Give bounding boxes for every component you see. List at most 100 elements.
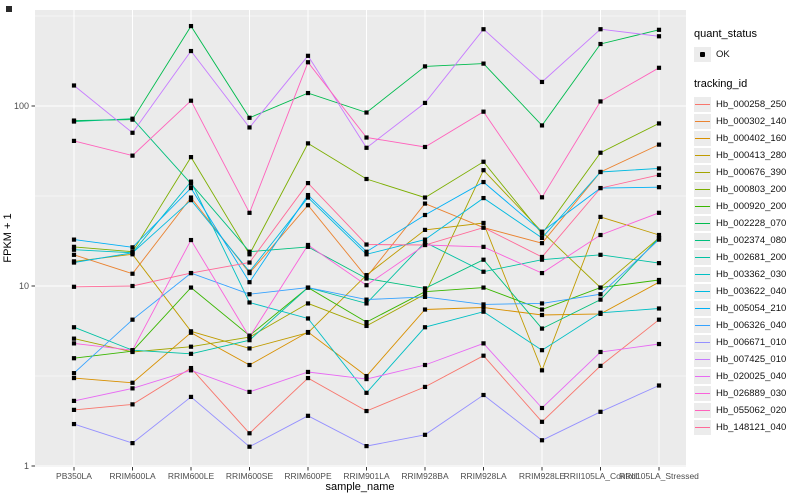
data-point bbox=[656, 306, 662, 311]
data-point bbox=[422, 201, 428, 206]
data-point bbox=[305, 203, 311, 208]
data-point bbox=[422, 144, 428, 150]
data-point bbox=[305, 316, 311, 321]
data-point bbox=[539, 229, 545, 234]
data-point bbox=[364, 110, 369, 115]
data-point bbox=[422, 64, 428, 69]
data-point bbox=[539, 307, 545, 312]
data-point bbox=[481, 309, 486, 314]
data-point bbox=[422, 195, 428, 200]
data-point bbox=[422, 325, 428, 330]
data-point bbox=[247, 260, 252, 265]
data-point bbox=[71, 375, 77, 381]
data-point bbox=[656, 172, 662, 178]
data-point bbox=[598, 214, 603, 220]
data-point bbox=[188, 198, 194, 203]
legend-item: Hb_000258_250 bbox=[694, 96, 800, 113]
data-point bbox=[188, 195, 194, 200]
legend-title-tracking-id: tracking_id bbox=[694, 78, 748, 90]
data-point bbox=[656, 237, 662, 242]
legend-item: Hb_000302_140 bbox=[694, 113, 800, 130]
data-point bbox=[422, 362, 428, 368]
data-point bbox=[247, 335, 252, 340]
data-point bbox=[481, 159, 486, 164]
y-tick-label: 10 bbox=[19, 281, 29, 291]
data-point bbox=[130, 380, 135, 385]
data-point bbox=[422, 292, 428, 297]
data-point bbox=[422, 384, 428, 390]
legend-entries: Hb_000258_250 Hb_000302_140 Hb_000402_160 H… bbox=[694, 96, 800, 436]
data-point bbox=[422, 242, 428, 248]
data-point bbox=[481, 257, 486, 262]
legend-key-line bbox=[694, 403, 711, 418]
data-point bbox=[188, 270, 194, 276]
legend-item: Hb_000920_200 bbox=[694, 198, 800, 215]
data-point bbox=[188, 368, 194, 373]
data-point bbox=[656, 142, 662, 147]
data-point bbox=[71, 371, 77, 376]
data-point bbox=[130, 441, 135, 446]
data-point bbox=[130, 250, 135, 255]
data-point bbox=[598, 27, 603, 32]
data-point bbox=[130, 386, 135, 391]
data-point bbox=[305, 242, 311, 248]
legend-key-line bbox=[694, 352, 711, 367]
data-point bbox=[481, 220, 486, 226]
corner-artifact bbox=[6, 6, 12, 12]
data-point bbox=[481, 341, 486, 346]
data-point bbox=[422, 237, 428, 242]
data-point bbox=[364, 408, 369, 414]
data-point bbox=[247, 338, 252, 343]
data-point bbox=[481, 305, 486, 310]
data-point bbox=[71, 421, 77, 427]
data-point bbox=[305, 301, 311, 306]
data-point bbox=[539, 195, 545, 200]
legend-item: Hb_000413_280 bbox=[694, 147, 800, 164]
data-point bbox=[422, 307, 428, 312]
data-point bbox=[305, 60, 311, 65]
data-point bbox=[539, 257, 545, 262]
x-tick-label: RRIM901LA bbox=[343, 471, 390, 481]
data-point bbox=[481, 285, 486, 290]
data-point bbox=[364, 272, 369, 278]
legend-key-line bbox=[694, 182, 711, 197]
data-point bbox=[598, 310, 603, 315]
data-point bbox=[656, 65, 662, 70]
legend-key-line bbox=[694, 267, 711, 282]
data-point bbox=[130, 402, 135, 407]
data-point bbox=[539, 368, 545, 373]
legend-key-line bbox=[694, 233, 711, 248]
data-point bbox=[364, 443, 369, 449]
data-point bbox=[656, 317, 662, 322]
data-point bbox=[598, 99, 603, 104]
data-point bbox=[598, 150, 603, 155]
data-point bbox=[656, 280, 662, 285]
data-point bbox=[305, 413, 311, 418]
data-point bbox=[247, 115, 252, 120]
data-point bbox=[598, 409, 603, 414]
data-point bbox=[539, 326, 545, 331]
data-point bbox=[130, 153, 135, 158]
data-point bbox=[305, 53, 311, 58]
data-point bbox=[364, 145, 369, 150]
data-point bbox=[364, 242, 369, 247]
data-point bbox=[305, 141, 311, 146]
legend-item: Hb_006671_010 bbox=[694, 334, 800, 351]
data-point bbox=[305, 192, 311, 198]
data-point bbox=[71, 237, 77, 242]
data-point bbox=[130, 283, 135, 289]
data-point bbox=[422, 240, 428, 245]
y-axis-title: FPKM + 1 bbox=[2, 213, 14, 263]
data-point bbox=[247, 210, 252, 215]
data-point bbox=[364, 390, 369, 395]
legend-key-line bbox=[694, 131, 711, 146]
legend-title-quant-status: quant_status bbox=[694, 28, 757, 40]
data-point bbox=[481, 353, 486, 358]
legend-item: Hb_000676_390 bbox=[694, 164, 800, 181]
data-point bbox=[422, 432, 428, 437]
data-point bbox=[422, 212, 428, 218]
data-point bbox=[481, 27, 486, 32]
legend-label: Hb_003622_040 bbox=[716, 286, 787, 297]
